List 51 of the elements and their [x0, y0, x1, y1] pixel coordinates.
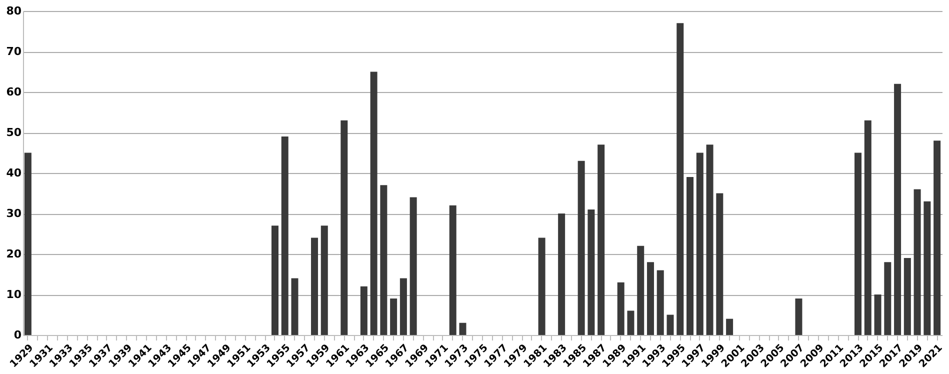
bar: [578, 160, 585, 335]
bar: [281, 136, 288, 335]
bar: [884, 262, 892, 335]
y-tick-label: 30: [6, 207, 22, 220]
y-tick-label: 80: [6, 4, 22, 18]
bar: [390, 298, 398, 335]
bar: [410, 197, 417, 335]
y-tick-label: 50: [6, 126, 22, 139]
bar: [706, 144, 714, 335]
y-tick-label: 10: [6, 288, 22, 301]
bar: [676, 23, 684, 335]
bar: [646, 262, 654, 335]
y-tick-label: 40: [6, 166, 22, 180]
bar: [726, 318, 734, 335]
bar: [340, 120, 348, 335]
bar: [617, 282, 624, 335]
bar: [696, 152, 704, 335]
bar: [894, 84, 902, 335]
bar: [666, 314, 674, 335]
y-tick-label: 0: [14, 328, 22, 342]
bar: [24, 152, 32, 335]
bar: [914, 189, 921, 335]
y-tick-label: 70: [6, 45, 22, 58]
bar: [924, 201, 931, 335]
bar: [686, 177, 694, 335]
bar: [400, 278, 407, 335]
bar: [291, 278, 298, 335]
bar: [558, 214, 566, 335]
bar: [874, 294, 882, 335]
bar: [627, 310, 634, 335]
bar: [320, 226, 328, 335]
bar: [538, 238, 546, 335]
bar: [598, 144, 605, 335]
bar: [271, 226, 278, 335]
bar: [311, 238, 318, 335]
bar: [360, 286, 368, 335]
bar: [656, 270, 664, 335]
bar: [795, 298, 802, 335]
bar: [637, 246, 644, 335]
bar: [716, 193, 724, 335]
bar: [864, 120, 872, 335]
y-tick-label: 60: [6, 86, 22, 98]
bar: [459, 322, 466, 335]
bar: [934, 140, 941, 335]
bar: [370, 72, 378, 335]
bar: [380, 185, 388, 335]
bar: [904, 258, 911, 335]
bar: [588, 209, 595, 335]
bar: [449, 205, 456, 335]
bar: [854, 152, 862, 335]
y-tick-label: 20: [6, 248, 22, 260]
